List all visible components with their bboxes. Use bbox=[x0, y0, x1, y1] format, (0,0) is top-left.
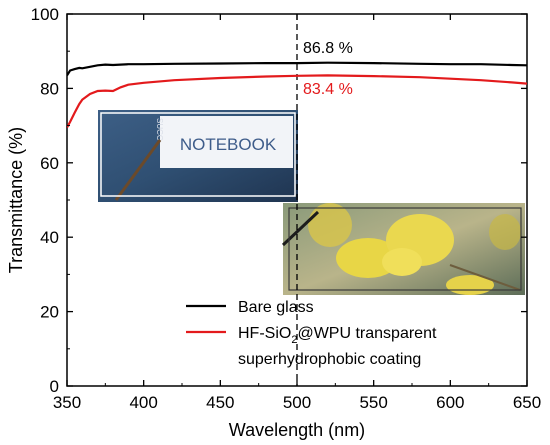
legend-label-coating: HF-SiO2@WPU transparent bbox=[238, 325, 437, 346]
x-axis-title: Wavelength (nm) bbox=[229, 420, 365, 440]
flower-inset-photo bbox=[281, 203, 525, 295]
y-axis-title: Transmittance (%) bbox=[6, 127, 26, 273]
notebook-card bbox=[160, 116, 293, 168]
notebook-card-label: NOTEBOOK bbox=[180, 135, 277, 154]
x-axis: 350 400 450 500 550 600 650 bbox=[53, 14, 541, 412]
bare-glass-line bbox=[67, 61, 527, 76]
x-tick-label: 650 bbox=[513, 393, 541, 412]
y-tick-label: 20 bbox=[40, 303, 59, 322]
x-tick-label: 400 bbox=[129, 393, 157, 412]
x-tick-label: 450 bbox=[206, 393, 234, 412]
y-tick-label: 80 bbox=[40, 79, 59, 98]
y-tick-label: 0 bbox=[50, 377, 59, 396]
notebook-inset-photo: NOTEBOOK SUCC bbox=[98, 110, 298, 202]
x-tick-label: 350 bbox=[53, 393, 81, 412]
x-tick-label: 550 bbox=[359, 393, 387, 412]
legend-label-coating-line2: superhydrophobic coating bbox=[238, 351, 421, 368]
y-tick-label: 40 bbox=[40, 228, 59, 247]
x-tick-label: 500 bbox=[283, 393, 311, 412]
y-axis: 0 20 40 60 80 100 bbox=[31, 5, 527, 396]
y-tick-label: 100 bbox=[31, 5, 59, 24]
notebook-side-label: SUCC bbox=[155, 118, 164, 141]
coating-line bbox=[67, 74, 527, 129]
legend-label-bare-glass: Bare glass bbox=[238, 299, 314, 316]
coating-value-annotation: 83.4 % bbox=[303, 81, 353, 98]
bare-glass-value-annotation: 86.8 % bbox=[303, 40, 353, 57]
x-tick-label: 600 bbox=[436, 393, 464, 412]
legend: Bare glass HF-SiO2@WPU transparent super… bbox=[186, 299, 437, 368]
y-tick-label: 60 bbox=[40, 154, 59, 173]
